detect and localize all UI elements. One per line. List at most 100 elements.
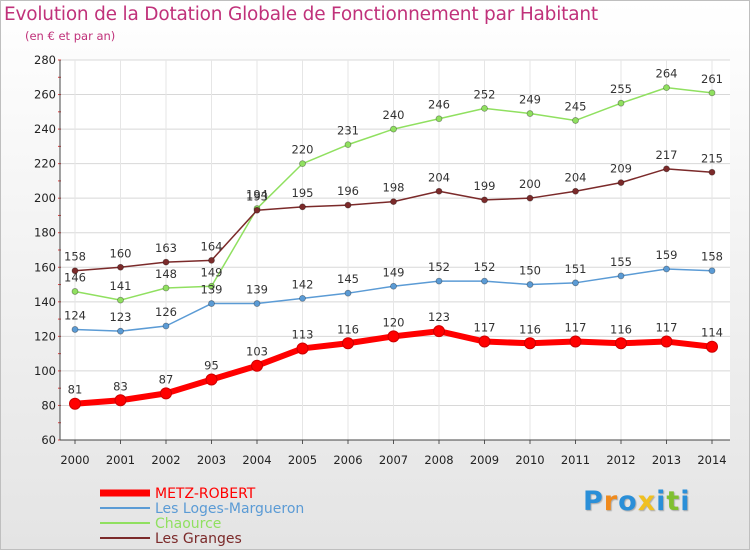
data-label: 123 (428, 310, 450, 324)
data-label: 204 (428, 170, 450, 184)
x-tick-label: 2011 (561, 453, 590, 467)
x-tick-label: 2001 (106, 453, 135, 467)
data-point (435, 187, 443, 195)
data-point (208, 282, 215, 290)
data-point (433, 325, 445, 338)
data-point (162, 258, 170, 266)
data-label: 113 (292, 327, 314, 341)
data-label: 240 (383, 108, 405, 122)
data-label: 139 (246, 283, 268, 297)
data-label: 87 (159, 372, 174, 386)
data-label: 117 (474, 321, 496, 335)
data-point (296, 342, 309, 355)
data-point (663, 265, 670, 273)
data-label: 264 (656, 67, 678, 81)
data-point (481, 196, 488, 204)
data-label: 194 (246, 188, 268, 202)
data-point (663, 165, 670, 173)
data-point (572, 187, 579, 195)
data-label: 149 (383, 265, 405, 279)
data-point (481, 277, 488, 285)
data-label: 103 (246, 345, 268, 359)
data-label: 255 (610, 82, 632, 96)
data-label: 158 (701, 250, 723, 264)
y-tick-label: 120 (34, 329, 56, 343)
data-label: 116 (519, 322, 541, 336)
data-label: 204 (565, 170, 587, 184)
data-point (617, 179, 625, 187)
data-label: 215 (701, 151, 723, 165)
logo-letter: i (656, 486, 667, 517)
data-point (526, 281, 534, 288)
x-tick-label: 2006 (333, 453, 362, 467)
data-point (572, 117, 579, 124)
data-label: 116 (337, 322, 359, 336)
data-point (706, 340, 718, 353)
y-tick-label: 220 (34, 157, 56, 171)
data-label: 145 (337, 272, 359, 286)
data-label: 142 (292, 277, 314, 291)
data-label: 139 (201, 283, 223, 297)
y-tick-label: 140 (34, 295, 56, 309)
data-point (660, 335, 673, 348)
data-point (299, 294, 306, 302)
x-tick-label: 2002 (151, 453, 180, 467)
data-point (162, 284, 170, 292)
data-point (617, 99, 625, 107)
data-label: 116 (610, 322, 632, 336)
data-label: 163 (155, 241, 177, 255)
logo-letter: x (637, 486, 657, 517)
data-point (617, 272, 625, 280)
data-label: 83 (113, 379, 128, 393)
chart-subtitle: (en € et par an) (25, 29, 116, 43)
y-tick-label: 100 (34, 364, 56, 378)
data-label: 148 (155, 267, 177, 281)
data-point (390, 282, 397, 290)
logo-letter: r (603, 486, 619, 517)
proxiti-logo: Proxiti (583, 486, 691, 517)
x-tick-label: 2007 (379, 453, 408, 467)
x-tick-label: 2010 (515, 453, 544, 467)
legend-label: Chaource (155, 516, 221, 532)
legend-label: Les Granges (155, 531, 242, 547)
data-point (387, 330, 400, 343)
data-point (481, 104, 488, 112)
data-point (205, 373, 218, 386)
data-point (569, 335, 582, 348)
data-point (708, 89, 716, 97)
data-point (663, 84, 670, 92)
data-point (117, 263, 124, 271)
data-label: 146 (64, 270, 86, 284)
data-point (435, 277, 443, 285)
data-point (299, 160, 306, 168)
data-label: 126 (155, 305, 177, 319)
x-tick-label: 2013 (652, 453, 681, 467)
data-label: 152 (428, 260, 450, 274)
data-label: 155 (610, 255, 632, 269)
data-point (208, 256, 215, 264)
data-point (208, 300, 215, 307)
data-label: 159 (656, 248, 678, 262)
data-point (71, 267, 79, 275)
data-label: 149 (201, 265, 223, 279)
data-label: 249 (519, 93, 541, 107)
y-tick-label: 80 (41, 398, 56, 412)
logo-letter: t (666, 486, 681, 517)
data-point (526, 194, 534, 202)
data-point (390, 198, 397, 206)
data-point (390, 125, 397, 133)
y-tick-label: 180 (34, 226, 56, 240)
data-point (251, 359, 263, 372)
data-point (708, 168, 716, 176)
data-point (71, 288, 79, 295)
data-point (342, 337, 354, 350)
y-tick-label: 60 (41, 433, 56, 447)
data-label: 252 (474, 87, 496, 101)
legend-label: Les Loges-Margueron (155, 501, 304, 517)
data-point (615, 337, 627, 350)
data-label: 199 (474, 179, 496, 193)
data-point (344, 289, 352, 297)
x-tick-label: 2014 (697, 453, 726, 467)
data-point (69, 397, 81, 410)
